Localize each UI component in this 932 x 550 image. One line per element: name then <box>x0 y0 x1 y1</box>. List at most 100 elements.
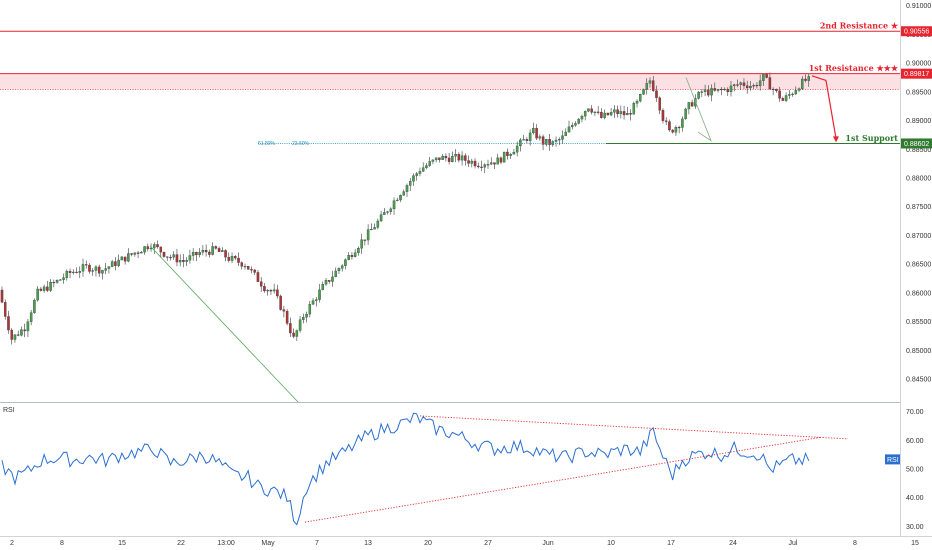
candle-body <box>470 160 474 164</box>
candle-body <box>234 256 237 259</box>
candle-body <box>775 89 778 91</box>
candle-body <box>3 302 7 317</box>
candle-body <box>311 300 315 305</box>
candle-body <box>467 160 470 164</box>
candle-body <box>804 78 807 81</box>
candle-body <box>755 85 759 87</box>
candle-body <box>383 212 386 215</box>
candle-body <box>217 248 221 252</box>
candle-body <box>81 264 85 272</box>
time-tick-label: 13 <box>364 540 372 547</box>
candle-body <box>318 289 321 300</box>
rsi-line <box>1 412 810 526</box>
candle-body <box>635 100 639 104</box>
trend-line <box>149 245 299 403</box>
candle-body <box>59 279 62 281</box>
candle-body <box>522 139 525 141</box>
candle-body <box>185 260 188 262</box>
candle-body <box>690 102 694 107</box>
rsi-upper-trendline <box>419 415 849 440</box>
candle-body <box>483 164 487 168</box>
candle-body <box>496 157 499 165</box>
candle-body <box>340 265 344 269</box>
candle-body <box>227 257 231 261</box>
candle-body <box>570 125 574 128</box>
candle-body <box>561 135 564 140</box>
candle-body <box>327 280 331 282</box>
candle-body <box>389 208 393 212</box>
candle-body <box>324 280 328 285</box>
candle-body <box>668 121 671 131</box>
candle-body <box>224 250 227 258</box>
candle-body <box>791 93 794 95</box>
level-price-badge <box>901 26 932 37</box>
candle-body <box>353 252 357 257</box>
candle-body <box>91 270 94 272</box>
candle-body <box>396 199 399 201</box>
candle-body <box>130 253 133 255</box>
candle-body <box>159 246 163 253</box>
candle-body <box>308 304 312 315</box>
candle-body <box>315 299 318 301</box>
candle-body <box>7 316 10 331</box>
candle-body <box>771 88 775 91</box>
level-price-badge-text: 0.90556 <box>904 29 929 36</box>
candle-body <box>165 256 169 258</box>
candle-body <box>272 289 276 292</box>
candle-body <box>298 319 302 331</box>
rsi-tick-label: 70.00 <box>906 409 924 416</box>
candle-body <box>266 290 269 292</box>
candle-body <box>538 136 542 139</box>
candle-body <box>428 161 431 166</box>
candle-body <box>447 157 451 162</box>
candle-body <box>337 268 341 272</box>
candle-body <box>616 109 619 115</box>
fib-label: 23.60% <box>292 141 310 147</box>
candle-body <box>75 271 78 273</box>
candle-body <box>438 157 441 160</box>
candle-body <box>240 262 244 267</box>
candle-body <box>0 289 4 303</box>
candle-body <box>684 108 687 120</box>
candle-body <box>480 166 483 168</box>
candle-body <box>237 257 240 263</box>
candle-body <box>512 151 516 155</box>
candle-body <box>778 90 781 99</box>
candle-body <box>302 317 305 320</box>
candle-body <box>493 162 496 165</box>
candle-body <box>421 167 425 172</box>
candle-body <box>629 113 632 115</box>
candle-body <box>29 312 33 322</box>
time-tick-label: 13:00 <box>217 540 235 547</box>
candle-body <box>331 276 334 282</box>
candle-body <box>376 220 380 228</box>
candle-body <box>97 266 101 274</box>
candle-body <box>580 115 584 120</box>
level-price-badge-text: 0.89817 <box>904 71 929 78</box>
candle-body <box>664 120 668 122</box>
rsi-value-badge <box>885 454 900 465</box>
candle-body <box>243 266 247 268</box>
candle-body <box>412 175 415 182</box>
projection-arrow-start <box>811 75 827 81</box>
price-tick-label: 0.89500 <box>906 89 931 96</box>
candle-body <box>214 246 218 249</box>
projection-arrow-shaft <box>825 80 837 139</box>
candle-body <box>596 111 600 113</box>
candle-body <box>20 329 23 336</box>
candle-body <box>642 89 645 95</box>
candle-body <box>292 332 295 337</box>
candle-body <box>700 91 704 93</box>
price-tick-label: 0.89000 <box>906 118 931 125</box>
candle-body <box>88 264 91 272</box>
candle-body <box>204 249 208 253</box>
candle-body <box>564 131 568 136</box>
candle-body <box>269 290 273 292</box>
candle-body <box>788 94 791 96</box>
candle-body <box>211 246 214 255</box>
candle-body <box>360 239 363 249</box>
candle-body <box>23 329 26 332</box>
candle-body <box>655 90 658 98</box>
candle-body <box>723 89 726 91</box>
rsi-value-badge-text: RSI <box>887 457 899 464</box>
